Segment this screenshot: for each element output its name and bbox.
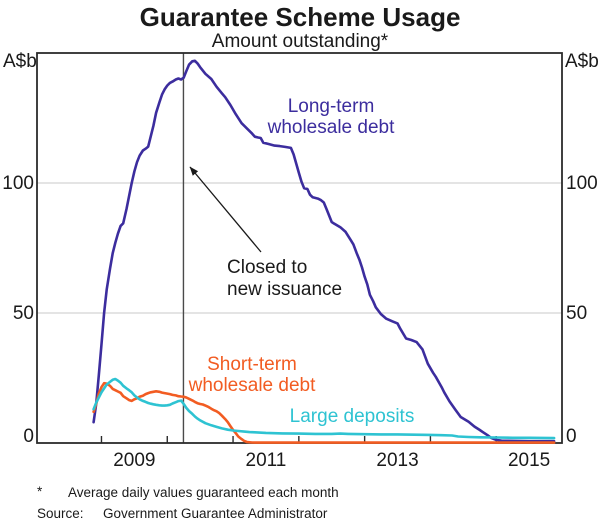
annotation-text-line1: Closed to [227, 257, 308, 278]
x-tick-label-2015: 2015 [507, 450, 551, 471]
y-tick-label-right-0: 0 [566, 426, 577, 447]
footnote-text: Average daily values guaranteed each mon… [68, 485, 339, 500]
y-tick-label-left-0: 0 [23, 426, 34, 447]
annotation-text-line2: new issuance [227, 279, 343, 300]
y-tick-label-left-100: 100 [2, 172, 34, 194]
series-label-long-term-wholesale-debt-line2: wholesale debt [267, 117, 395, 138]
x-tick-label-2009: 2009 [113, 450, 156, 471]
y-tick-label-left-50: 50 [12, 302, 34, 324]
y-tick-label-right-100: 100 [566, 172, 598, 194]
series-line-large-deposits [92, 377, 556, 440]
source-text: Government Guarantee Administrator [103, 506, 328, 521]
series-label-short-term-wholesale-debt-line1: Short-term [207, 354, 297, 375]
series-label-short-term-wholesale-debt-line2: wholesale debt [188, 375, 316, 396]
annotation-arrow [189, 166, 262, 253]
series-label-long-term-wholesale-debt-line1: Long-term [287, 96, 375, 117]
y-axis-unit-left: A$b [3, 51, 37, 72]
series-label-large-deposits-line1: Large deposits [289, 406, 415, 427]
series-line-short-term-wholesale-debt [92, 381, 556, 444]
series-line-long-term-wholesale-debt [92, 59, 556, 443]
source-label: Source: [37, 506, 84, 521]
footnote-marker: * [37, 484, 43, 499]
y-tick-label-right-50: 50 [566, 302, 588, 324]
x-tick-label-2011: 2011 [245, 450, 287, 471]
chart-title: Guarantee Scheme Usage [139, 2, 461, 32]
x-tick-label-2013: 2013 [376, 450, 419, 471]
y-axis-unit-right: A$b [565, 51, 599, 72]
chart-subtitle: Amount outstanding* [211, 31, 389, 52]
